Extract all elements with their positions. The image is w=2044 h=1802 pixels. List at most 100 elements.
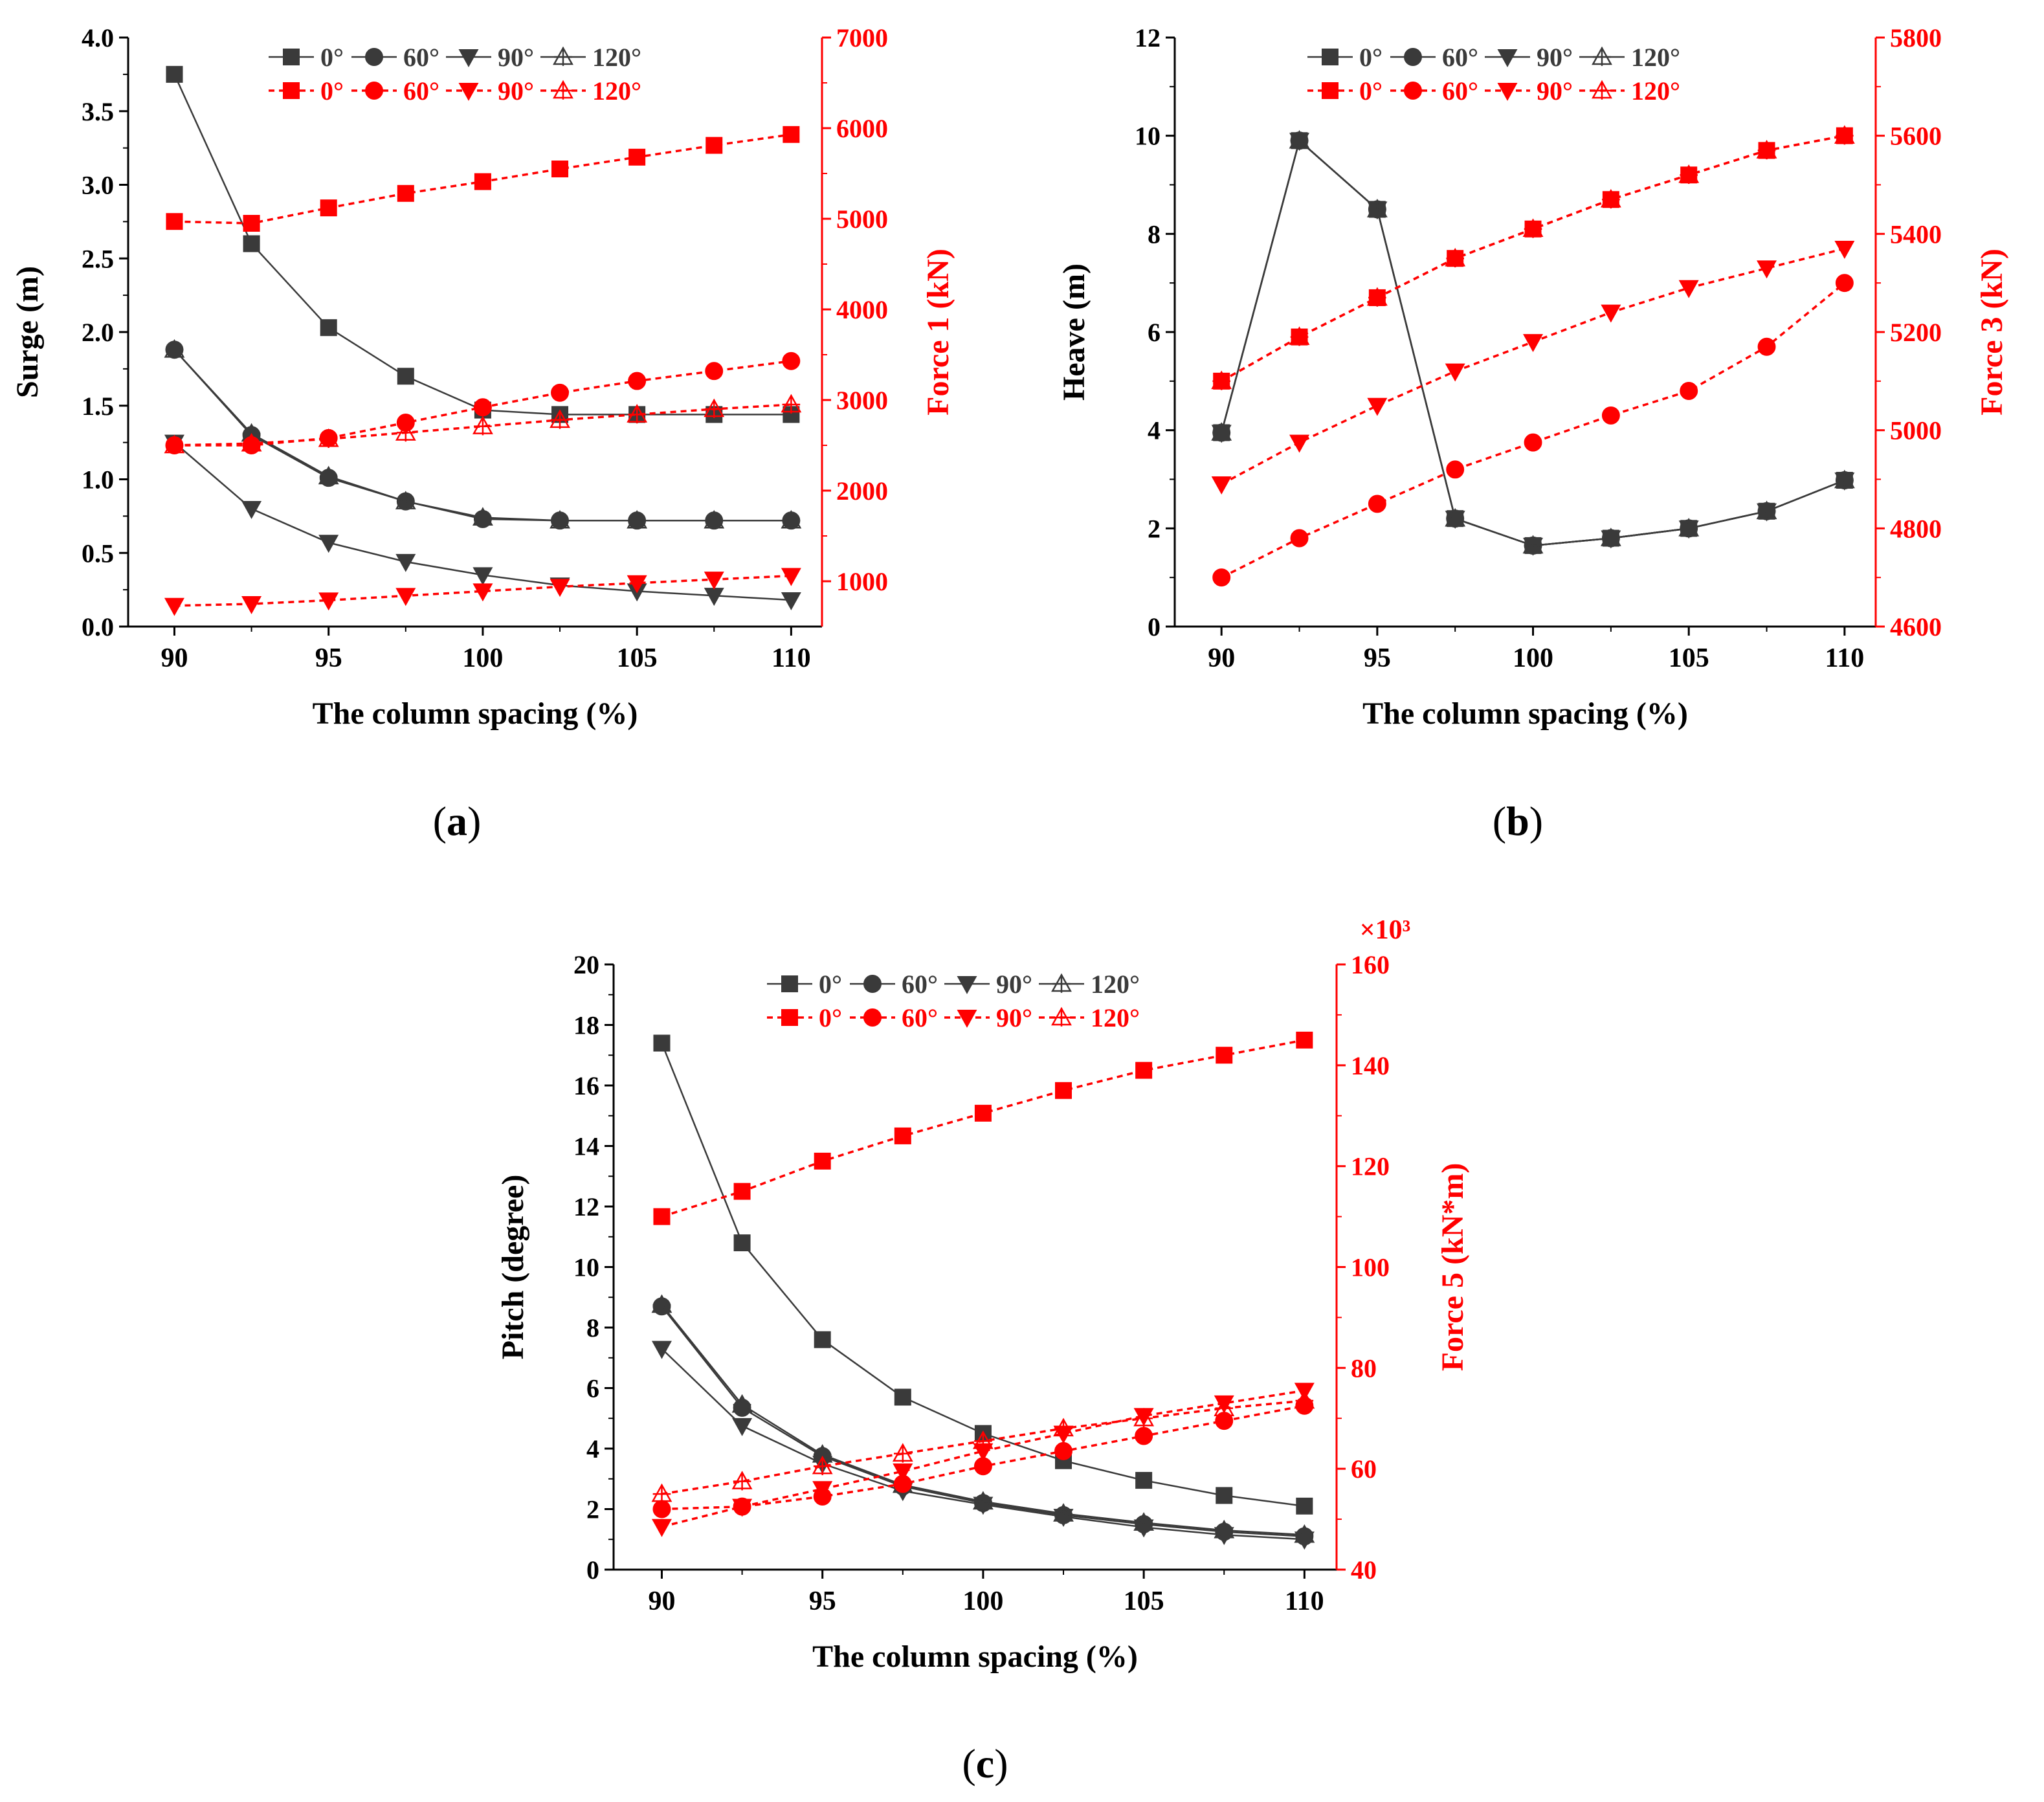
series-line xyxy=(173,74,792,416)
y-tick-label-right: 3000 xyxy=(836,386,888,415)
y-tick-label-right: 40 xyxy=(1351,1555,1377,1585)
data-point xyxy=(395,553,416,572)
data-point xyxy=(166,65,183,83)
data-point xyxy=(474,173,491,190)
x-axis-label: The column spacing (%) xyxy=(1362,696,1688,731)
data-point xyxy=(814,1331,831,1348)
panel-label-letter: c xyxy=(976,1741,994,1786)
data-point xyxy=(1212,568,1231,587)
data-point xyxy=(1601,304,1621,323)
data-point xyxy=(164,339,185,359)
data-point xyxy=(812,1455,833,1476)
data-point xyxy=(550,409,570,429)
y-tick-label-left: 8 xyxy=(1148,219,1161,249)
data-point xyxy=(395,491,416,511)
legend-marker xyxy=(553,46,573,66)
data-point xyxy=(318,428,339,448)
legend-label: 60° xyxy=(1442,76,1478,106)
series-right-square xyxy=(653,1031,1313,1225)
data-point xyxy=(1368,495,1386,513)
series-left-triangle-cross xyxy=(164,339,802,529)
series-line xyxy=(1221,282,1845,579)
data-point xyxy=(653,1208,671,1225)
data-point xyxy=(1680,382,1698,400)
data-point xyxy=(243,215,260,232)
data-point xyxy=(1524,433,1542,452)
series-right-triangle-cross xyxy=(651,1390,1315,1503)
data-point xyxy=(1678,517,1700,538)
data-point xyxy=(892,1443,913,1463)
x-tick-label: 110 xyxy=(1285,1586,1324,1616)
data-point xyxy=(1757,337,1776,356)
y-tick-label-right: 140 xyxy=(1351,1051,1390,1080)
data-point xyxy=(395,422,416,442)
panel-label-close: ) xyxy=(994,1741,1008,1786)
y-tick-label-right: 2000 xyxy=(836,476,888,506)
data-point xyxy=(893,1463,913,1482)
legend-marker xyxy=(1051,1007,1072,1027)
data-point xyxy=(1055,1082,1072,1099)
data-point xyxy=(894,1388,911,1406)
data-point xyxy=(164,597,184,616)
panel-label-close: ) xyxy=(467,798,481,844)
y-tick-label-right: 7000 xyxy=(836,23,888,52)
data-point xyxy=(164,434,185,454)
y-tick-label-right: 80 xyxy=(1351,1353,1377,1383)
x-tick-label: 110 xyxy=(1825,643,1865,673)
legend-marker xyxy=(283,82,300,99)
series-left-triangle-cross xyxy=(651,1294,1315,1544)
data-point xyxy=(1290,529,1309,548)
panel-label-letter: b xyxy=(1506,798,1529,844)
legend-marker xyxy=(1497,82,1518,101)
legend-label: 0° xyxy=(320,43,344,72)
legend-label: 90° xyxy=(498,76,534,106)
data-point xyxy=(1678,164,1700,184)
y-tick-label-left: 1.0 xyxy=(82,465,114,495)
legend-label: 90° xyxy=(498,43,534,72)
legend-marker xyxy=(365,48,383,66)
legend-label: 0° xyxy=(1359,76,1383,106)
legend-marker xyxy=(365,82,383,100)
y-tick-label-left: 2 xyxy=(586,1495,599,1524)
y-axis-label-left: Surge (m) xyxy=(10,266,45,398)
legend-label: 60° xyxy=(403,43,439,72)
data-point xyxy=(782,351,801,370)
data-point xyxy=(704,398,725,418)
data-point xyxy=(1211,370,1232,390)
data-point xyxy=(318,535,339,553)
data-point xyxy=(1445,363,1465,382)
data-point xyxy=(318,592,339,611)
y-tick-label-left: 18 xyxy=(573,1011,599,1040)
y-axis-label-left: Pitch (degree) xyxy=(496,1175,530,1360)
legend-label: 120° xyxy=(1091,970,1140,999)
legend-marker xyxy=(1592,46,1612,66)
data-point xyxy=(1834,469,1855,489)
panel-label-close: ) xyxy=(1529,798,1543,844)
series-right-triangle-cross xyxy=(164,394,802,454)
data-point xyxy=(894,1127,911,1144)
y-tick-label-right: 4800 xyxy=(1890,514,1942,543)
data-point xyxy=(166,213,183,230)
data-point xyxy=(1214,1519,1235,1540)
data-point xyxy=(627,404,648,424)
data-point xyxy=(704,509,725,529)
y-tick-label-left: 3.5 xyxy=(82,97,114,126)
data-point xyxy=(550,509,570,529)
y-tick-label-right: 5600 xyxy=(1890,122,1942,151)
legend-label: 90° xyxy=(1537,76,1573,106)
panel-label: (a) xyxy=(433,798,482,844)
legend-label: 60° xyxy=(902,1003,938,1032)
x-tick-label: 95 xyxy=(809,1586,836,1616)
y-tick-label-left: 1.5 xyxy=(82,392,114,421)
legend-label: 0° xyxy=(819,970,842,999)
data-point xyxy=(1135,1427,1153,1445)
data-point xyxy=(551,161,569,177)
x-tick-label: 105 xyxy=(1124,1586,1164,1616)
data-point xyxy=(395,588,416,606)
data-point xyxy=(472,583,493,602)
data-point xyxy=(1834,125,1855,145)
x-tick-label: 90 xyxy=(161,643,188,673)
legend-marker xyxy=(1051,973,1072,993)
legend-motion: 0° 60° 90° 120° xyxy=(1307,43,1680,72)
